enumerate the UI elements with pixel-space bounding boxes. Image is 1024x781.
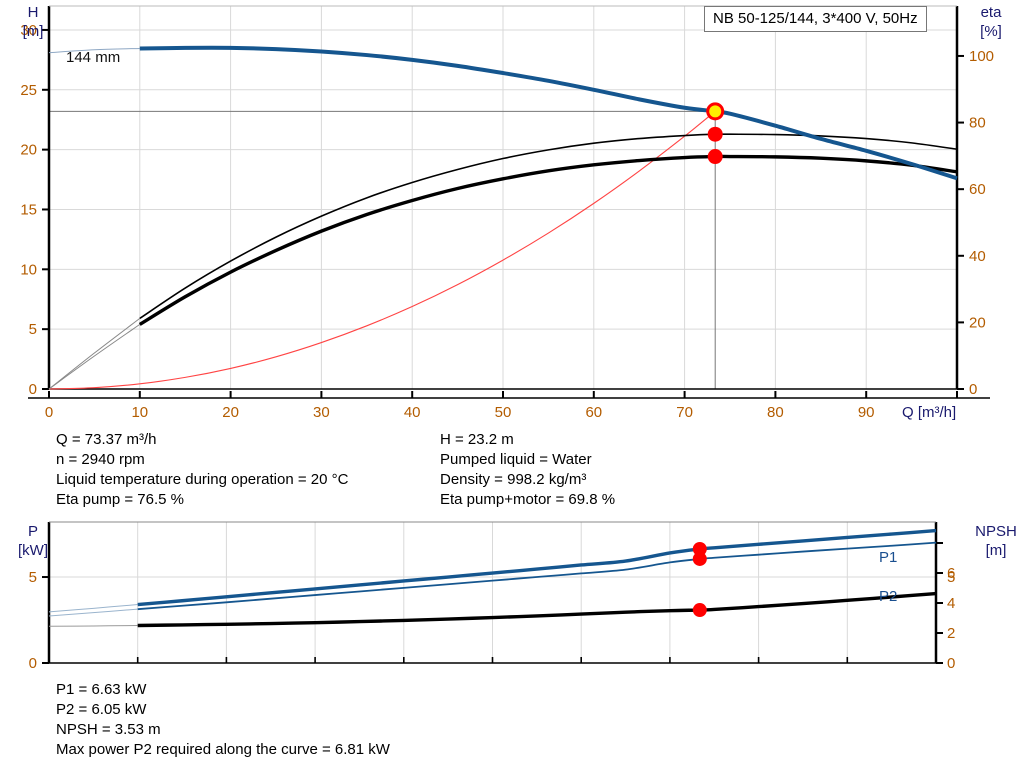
right-axis-title: NPSH [975, 523, 1017, 540]
power-npsh-text: P1 = 6.63 kW P2 = 6.05 kW NPSH = 3.53 m Max… [56, 680, 390, 760]
duty-point-text-left: Q = 73.37 m³/h n = 2940 rpm Liquid tempera… [56, 430, 348, 510]
left-axis-unit: [kW] [18, 542, 48, 559]
npsh-curve [137, 591, 937, 628]
eta-curve-pump [139, 133, 958, 320]
right-axis-tick-label: 6 [947, 565, 955, 582]
duty-point-text-right: H = 23.2 m Pumped liquid = Water Density =… [440, 430, 615, 510]
duty-marker-p2[interactable] [692, 551, 707, 566]
x-axis-tick-label: 30 [313, 404, 330, 421]
power-gridline-label: 5 [947, 569, 955, 586]
right-axis-ticks: 0 20 40 60 80 100 [957, 48, 994, 398]
eta-curve-extension-pump-motor [48, 323, 141, 390]
chart-title-text: NB 50-125/144, 3*400 V, 50Hz [713, 10, 918, 27]
x-axis-ticks: 0 10 20 30 40 50 60 70 80 90 [45, 391, 958, 421]
x-axis-tick-label: 60 [585, 404, 602, 421]
eta-curve-pump-motor [138, 154, 958, 326]
p1-series-label: P1 [879, 549, 897, 566]
left-axis-tick-label: 0 [29, 655, 37, 672]
p1-curve [137, 528, 937, 607]
right-axis-tick-label: 20 [969, 314, 986, 331]
curves [48, 45, 958, 390]
duty-right-line: H = 23.2 m [440, 431, 514, 448]
left-axis-tick-label: 0 [29, 381, 37, 398]
npsh-curve-extension [48, 625, 138, 627]
duty-marker-p1[interactable] [692, 541, 707, 556]
x-axis-title: Q [m³/h] [902, 404, 956, 421]
duty-marker-head[interactable] [709, 105, 722, 118]
left-axis-tick-label: 5 [29, 321, 37, 338]
right-axis-tick-label: 40 [969, 248, 986, 265]
p2-curve [137, 541, 937, 611]
left-axis-tick-label: 10 [20, 261, 37, 278]
power-info-line: P1 = 6.63 kW [56, 681, 147, 698]
left-axis-tick-label: 30 [20, 22, 37, 39]
x-axis-tick-label: 80 [767, 404, 784, 421]
duty-marker-npsh[interactable] [692, 603, 707, 618]
right-axis-tick-label: 2 [947, 625, 955, 642]
right-axis-ticks: 0 2 4 65 [936, 542, 955, 672]
x-axis-tick-label: 10 [131, 404, 148, 421]
right-axis-tick-label: 60 [969, 181, 986, 198]
left-axis-tick-label: 25 [20, 82, 37, 99]
x-axis-tick-label: 50 [495, 404, 512, 421]
left-axis-tick-label: 15 [20, 201, 37, 218]
x-axis-tick-label: 90 [858, 404, 875, 421]
left-axis-tick-label: 20 [20, 142, 37, 159]
x-axis-tick-label: 0 [45, 404, 53, 421]
x-axis-ticks [48, 657, 937, 663]
axes [28, 5, 990, 399]
right-axis-title: eta [981, 4, 1003, 21]
chart-title-box: NB 50-125/144, 3*400 V, 50Hz [704, 6, 927, 32]
right-axis-tick-label: 100 [969, 48, 994, 65]
p2-curve-extension [48, 608, 138, 617]
curves [48, 528, 937, 628]
left-axis-ticks: 05 [29, 569, 49, 672]
power-info-line: P2 = 6.05 kW [56, 701, 147, 718]
left-axis-ticks: 0 5 10 15 20 25 30 [20, 22, 49, 398]
grid-lines [49, 522, 936, 663]
duty-left-line: n = 2940 rpm [56, 451, 145, 468]
left-axis-unit: [m] [23, 23, 44, 40]
duty-markers [706, 102, 725, 165]
p1-curve-extension [48, 604, 138, 613]
head-curve [139, 45, 958, 181]
right-axis-unit: [m] [986, 542, 1007, 559]
p2-series-label: P2 [879, 588, 897, 605]
head-curve-extension [48, 47, 140, 54]
duty-right-line: Density = 998.2 kg/m³ [440, 471, 587, 488]
duty-marker-eta-pump[interactable] [707, 126, 723, 142]
left-axis-title: H [28, 4, 39, 21]
grid-lines [49, 6, 957, 389]
duty-marker-eta-pump-motor[interactable] [707, 149, 723, 165]
power-info-line: NPSH = 3.53 m [56, 721, 161, 738]
right-axis-tick-label: 80 [969, 115, 986, 132]
impeller-size-label: 144 mm [66, 49, 120, 66]
duty-left-line: Eta pump = 76.5 % [56, 491, 184, 508]
eta-curve-extension-pump [48, 317, 141, 390]
x-axis-tick-label: 70 [676, 404, 693, 421]
left-axis-tick-label: 5 [29, 569, 37, 586]
right-axis-unit: [%] [980, 23, 1002, 40]
x-axis-tick-label: 40 [404, 404, 421, 421]
duty-left-line: Liquid temperature during operation = 20… [56, 471, 349, 488]
right-axis-tick-label: 4 [947, 595, 955, 612]
power-info-line: Max power P2 required along the curve = … [56, 741, 390, 758]
duty-right-line: Eta pump+motor = 69.8 % [440, 491, 616, 508]
left-axis-title: P [28, 523, 38, 540]
duty-markers [692, 541, 707, 618]
duty-reference-lines [49, 110, 716, 389]
system-curve [48, 110, 716, 390]
right-axis-tick-label: 0 [969, 381, 977, 398]
duty-right-line: Pumped liquid = Water [440, 451, 592, 468]
duty-left-line: Q = 73.37 m³/h [56, 431, 157, 448]
right-axis-tick-label: 0 [947, 655, 955, 672]
x-axis-tick-label: 20 [222, 404, 239, 421]
